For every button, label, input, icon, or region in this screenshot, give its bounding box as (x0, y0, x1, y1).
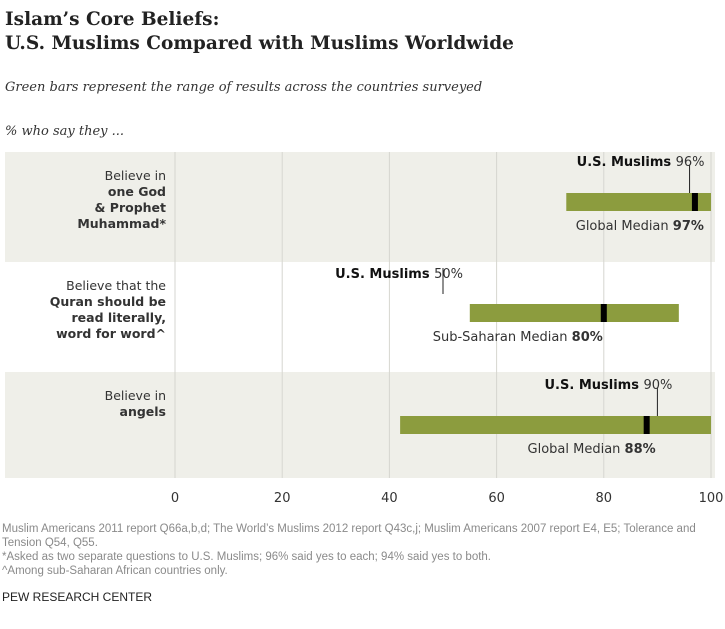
unit-label: % who say they ... (5, 124, 125, 139)
row-label-line: one God (108, 184, 166, 199)
us-label: U.S. Muslims 96% (577, 155, 705, 170)
row-label: Believe in angels (105, 388, 166, 419)
row-label-line: Muhammad* (77, 216, 166, 231)
footnote-asterisk: *Asked as two separate questions to U.S.… (2, 551, 492, 563)
median-marker (600, 304, 607, 322)
row-label: Believe in one God & Prophet Muhammad* (77, 168, 166, 231)
title-line: U.S. Muslims Compared with Muslims World… (5, 33, 514, 54)
row-label-line: angels (120, 404, 166, 419)
footnotes: Muslim Americans 2011 report Q66a,b,d; T… (2, 522, 722, 578)
x-tick-label: 60 (488, 491, 505, 506)
row-label-line: read literally, (72, 310, 167, 325)
median-label: Global Median 97% (576, 219, 704, 234)
row-label-line: Believe in (105, 168, 166, 183)
us-label-text: U.S. Muslims (577, 155, 676, 170)
median-value: 97% (673, 219, 704, 234)
range-bar (469, 304, 679, 322)
x-tick-label: 0 (171, 491, 179, 506)
row-label-line: Believe in (105, 388, 166, 403)
median-label: Global Median 88% (528, 442, 656, 457)
x-tick-label: 100 (699, 491, 724, 506)
us-label: U.S. Muslims 90% (545, 378, 673, 393)
median-value: 80% (572, 330, 603, 345)
median-label-text: Sub-Saharan Median (433, 330, 572, 345)
row-label-line: Quran should be (50, 294, 166, 309)
range-bar (566, 193, 711, 211)
title-line: Islam’s Core Beliefs: (5, 9, 220, 30)
row-label: Believe that the Quran should be read lite… (50, 278, 167, 341)
source-credit: PEW RESEARCH CENTER (2, 590, 153, 604)
x-tick-label: 80 (596, 491, 613, 506)
median-marker (691, 193, 698, 211)
row-label-line: word for word^ (56, 326, 166, 341)
row-label-line: & Prophet (95, 200, 166, 215)
us-label-text: U.S. Muslims (545, 378, 644, 393)
median-marker (643, 416, 650, 434)
us-value: 50% (434, 267, 463, 282)
chart-subtitle: Green bars represent the range of result… (5, 80, 483, 95)
median-label: Sub-Saharan Median 80% (433, 330, 603, 345)
row-label-line: Believe that the (66, 278, 166, 293)
median-label-text: Global Median (528, 442, 625, 457)
median-value: 88% (625, 442, 656, 457)
us-label: U.S. Muslims 50% (335, 267, 463, 282)
x-tick-label: 20 (274, 491, 291, 506)
us-value: 90% (643, 378, 672, 393)
footnote-caret: ^Among sub-Saharan African countries onl… (2, 565, 228, 577)
range-bar (400, 416, 711, 434)
x-tick-label: 40 (381, 491, 398, 506)
chart-title: Islam’s Core Beliefs: U.S. Muslims Compar… (5, 8, 514, 56)
us-value: 96% (676, 155, 705, 170)
median-label-text: Global Median (576, 219, 673, 234)
us-label-text: U.S. Muslims (335, 267, 434, 282)
source-note: Muslim Americans 2011 report Q66a,b,d; T… (2, 523, 696, 549)
